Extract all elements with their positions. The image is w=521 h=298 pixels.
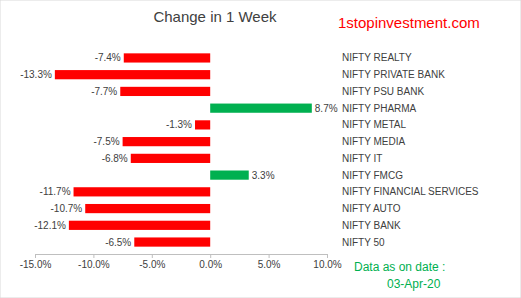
- category-label: NIFTY REALTY: [342, 52, 412, 63]
- tick-mark: [35, 254, 36, 258]
- annotation: 03-Apr-20: [387, 277, 441, 291]
- tick: -10.0%: [78, 254, 110, 270]
- bar: [210, 104, 312, 113]
- category-label: NIFTY MEDIA: [342, 136, 405, 147]
- tick-mark: [93, 254, 94, 258]
- tick-label: -10.0%: [78, 259, 110, 270]
- category-label: NIFTY PRIVATE BANK: [342, 69, 445, 80]
- data-label: -13.3%: [20, 69, 52, 80]
- data-label: -11.7%: [40, 186, 71, 197]
- category-label: NIFTY PHARMA: [342, 103, 417, 114]
- data-label: -7.4%: [95, 52, 121, 63]
- data-label: -12.1%: [34, 220, 66, 231]
- bar: [69, 221, 210, 230]
- tick: 0.0%: [199, 254, 222, 270]
- tick-mark: [210, 254, 211, 258]
- category-label: NIFTY BANK: [342, 220, 401, 231]
- data-label: 3.3%: [252, 170, 275, 181]
- data-label: 8.7%: [315, 103, 338, 114]
- bar: [85, 204, 210, 213]
- category-label: NIFTY FINANCIAL SERVICES: [342, 186, 479, 197]
- data-label: -10.7%: [51, 203, 83, 214]
- data-label: -7.7%: [91, 86, 117, 97]
- annotation: Data as on date :: [354, 260, 445, 274]
- tick-mark: [152, 254, 153, 258]
- category-label: NIFTY FMCG: [342, 170, 403, 181]
- tick-label: 0.0%: [199, 259, 222, 270]
- bars: [55, 53, 312, 246]
- category-label: NIFTY IT: [342, 153, 382, 164]
- tick: -5.0%: [139, 254, 165, 270]
- category-label: NIFTY PSU BANK: [342, 86, 424, 97]
- bar: [55, 70, 210, 79]
- x-axis: -15.0% -10.0% -5.0% 0.0% 5.0% 10.0%: [20, 254, 342, 270]
- tick-label: 5.0%: [258, 259, 281, 270]
- category-labels: NIFTY REALTY NIFTY PRIVATE BANK NIFTY PSU …: [342, 52, 479, 247]
- category-label: NIFTY AUTO: [342, 203, 401, 214]
- tick-label: 10.0%: [313, 259, 341, 270]
- data-label: -1.3%: [166, 119, 192, 130]
- tick: -15.0%: [20, 254, 52, 270]
- data-labels: -7.4% -13.3% -7.7% 8.7% -1.3% -7.5% -6.8% 3.3% -…: [20, 52, 338, 247]
- bar: [210, 171, 249, 180]
- background: [0, 0, 521, 298]
- bar: [120, 87, 210, 96]
- tick: 10.0%: [313, 254, 341, 270]
- chart: Change in 1 Week -15.0% -10.0% -5.0% 0.0% 5.0…: [0, 0, 521, 298]
- tick: 5.0%: [258, 254, 281, 270]
- category-label: NIFTY 50: [342, 237, 385, 248]
- tick-label: -5.0%: [139, 259, 165, 270]
- data-label: -7.5%: [93, 136, 119, 147]
- title: Change in 1 Week: [153, 8, 277, 25]
- bar: [124, 53, 210, 62]
- bar: [123, 137, 211, 146]
- annotation: 1stopinvestment.com: [338, 14, 480, 31]
- bar: [195, 120, 210, 129]
- tick-mark: [327, 254, 328, 258]
- bar: [134, 237, 210, 246]
- tick-label: -15.0%: [20, 259, 52, 270]
- category-label: NIFTY METAL: [342, 119, 407, 130]
- tick-mark: [269, 254, 270, 258]
- axis-line: [36, 255, 328, 259]
- bar: [131, 154, 210, 163]
- bar: [74, 187, 211, 196]
- data-label: -6.8%: [102, 153, 128, 164]
- data-label: -6.5%: [105, 237, 131, 248]
